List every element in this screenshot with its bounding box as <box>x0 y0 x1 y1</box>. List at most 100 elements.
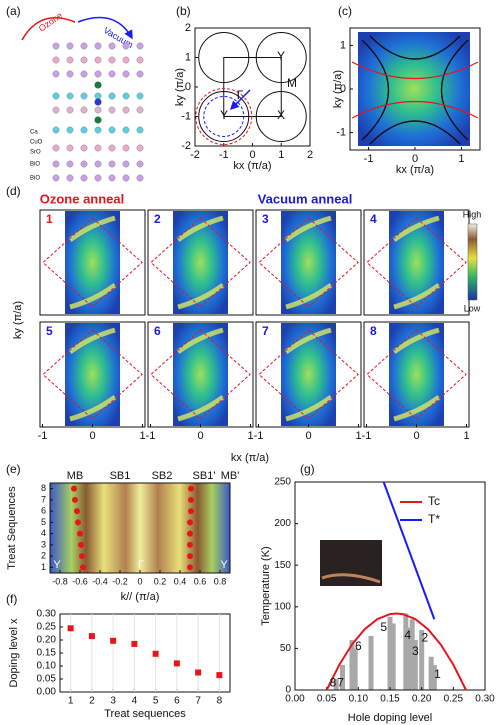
x-tick-label: 0.25 <box>444 694 464 705</box>
band-peak <box>187 519 193 526</box>
sample-bar <box>352 648 358 690</box>
sample-bar <box>390 623 396 690</box>
x-tick-label: 1 <box>139 430 145 442</box>
x-tick-label: -1 <box>362 430 372 442</box>
bz-diamond <box>366 329 467 420</box>
y-tick-label: 150 <box>274 560 291 571</box>
panel-label: (c) <box>338 4 352 18</box>
data-point <box>131 640 138 647</box>
atom <box>52 70 60 78</box>
axes-frame <box>59 613 231 693</box>
y-axis-label: Temperature (K) <box>260 546 272 625</box>
x-tick-label: 0.00 <box>285 694 305 705</box>
point-label: M <box>287 76 297 90</box>
y-axis-label: Treat Sequences <box>6 486 18 570</box>
panel-number: 4 <box>370 212 377 226</box>
y-tick-label: 1 <box>185 51 191 63</box>
bar-label: 3 <box>412 644 419 658</box>
point-label: Y <box>220 108 228 122</box>
sample-bar <box>412 640 418 690</box>
vacuum-text: Vacuum <box>102 25 135 50</box>
atom <box>80 174 88 182</box>
x-axis-label: kx (π/a) <box>233 160 271 172</box>
sample-bar <box>431 665 437 690</box>
x-axis-label: k// (π/a) <box>121 591 160 603</box>
fermi-map <box>358 32 470 146</box>
colorbar <box>467 223 478 301</box>
fermi-circle <box>255 32 307 83</box>
legend-label: Tc <box>428 494 440 508</box>
x-tick-label: 0.6 <box>194 576 207 586</box>
band-streak <box>392 327 441 422</box>
sample-bar <box>349 640 355 690</box>
sample-bar <box>333 679 339 690</box>
x-tick-label: 0 <box>249 149 255 161</box>
y-tick-label: 0.00 <box>37 687 57 698</box>
atom <box>80 126 88 134</box>
map-frame <box>147 209 254 316</box>
y-axis-label: Doping level x <box>8 618 20 688</box>
atom <box>108 56 116 64</box>
fermi-circle <box>198 91 250 142</box>
y-tick-label: 0.10 <box>37 661 57 672</box>
atom <box>52 126 60 134</box>
x-tick-label: 1 <box>458 153 464 165</box>
band-peak <box>188 508 194 515</box>
atom <box>122 126 130 134</box>
atom <box>66 92 74 100</box>
x-tick-label: 3 <box>110 696 116 707</box>
atom <box>80 42 88 50</box>
band-label: MB' <box>221 470 240 482</box>
y-tick-label: 100 <box>274 601 291 612</box>
y-tick-label: 0.25 <box>37 622 57 633</box>
data-point <box>195 669 202 676</box>
map-frame <box>39 209 146 316</box>
band-peak <box>78 541 84 548</box>
atom <box>80 70 88 78</box>
sample-photo-detail <box>321 573 381 584</box>
map-frame <box>255 209 362 316</box>
x-tick-label: 1 <box>463 430 469 442</box>
sample-bar <box>340 665 345 690</box>
x-tick-label: 5 <box>153 696 159 707</box>
x-tick-label: 6 <box>174 696 180 707</box>
colorbar-label: High <box>463 209 482 219</box>
atom <box>66 174 74 182</box>
panel-number: 6 <box>154 324 161 338</box>
y-tick-label: 3 <box>41 539 46 549</box>
band-peak <box>80 564 86 571</box>
atom <box>52 42 60 50</box>
y-tick-label: 0 <box>340 83 346 95</box>
atom <box>66 126 74 134</box>
bar-label: 7 <box>337 676 344 690</box>
data-point <box>88 633 95 640</box>
bz-diamond <box>150 329 251 420</box>
x-tick-label: -1 <box>146 430 156 442</box>
atom <box>136 42 144 50</box>
x-tick-label: 0 <box>137 576 142 586</box>
x-tick-label: 8 <box>217 696 223 707</box>
band-peak <box>188 496 194 503</box>
data-point <box>67 625 74 632</box>
atom <box>66 70 74 78</box>
fermi-circle <box>255 91 307 142</box>
y-tick-label: 6 <box>41 506 46 516</box>
atom <box>136 174 144 182</box>
atom <box>108 42 116 50</box>
atom <box>66 106 74 114</box>
layer-label: SrO <box>30 150 41 156</box>
point-label: X <box>277 108 285 122</box>
data-point <box>110 637 117 644</box>
data-point <box>216 672 223 679</box>
band-label: SB2 <box>152 470 173 482</box>
x-tick-label: 1 <box>247 430 253 442</box>
atom <box>108 144 116 152</box>
panel-number: 7 <box>262 324 269 338</box>
atom <box>52 92 60 100</box>
x-tick-label: 2 <box>307 149 313 161</box>
atom <box>94 144 102 152</box>
x-tick-label: 1 <box>278 149 284 161</box>
layer-label: Ca <box>30 130 38 136</box>
x-tick-label: 1 <box>355 430 361 442</box>
x-tick-label: 0.4 <box>174 576 187 586</box>
